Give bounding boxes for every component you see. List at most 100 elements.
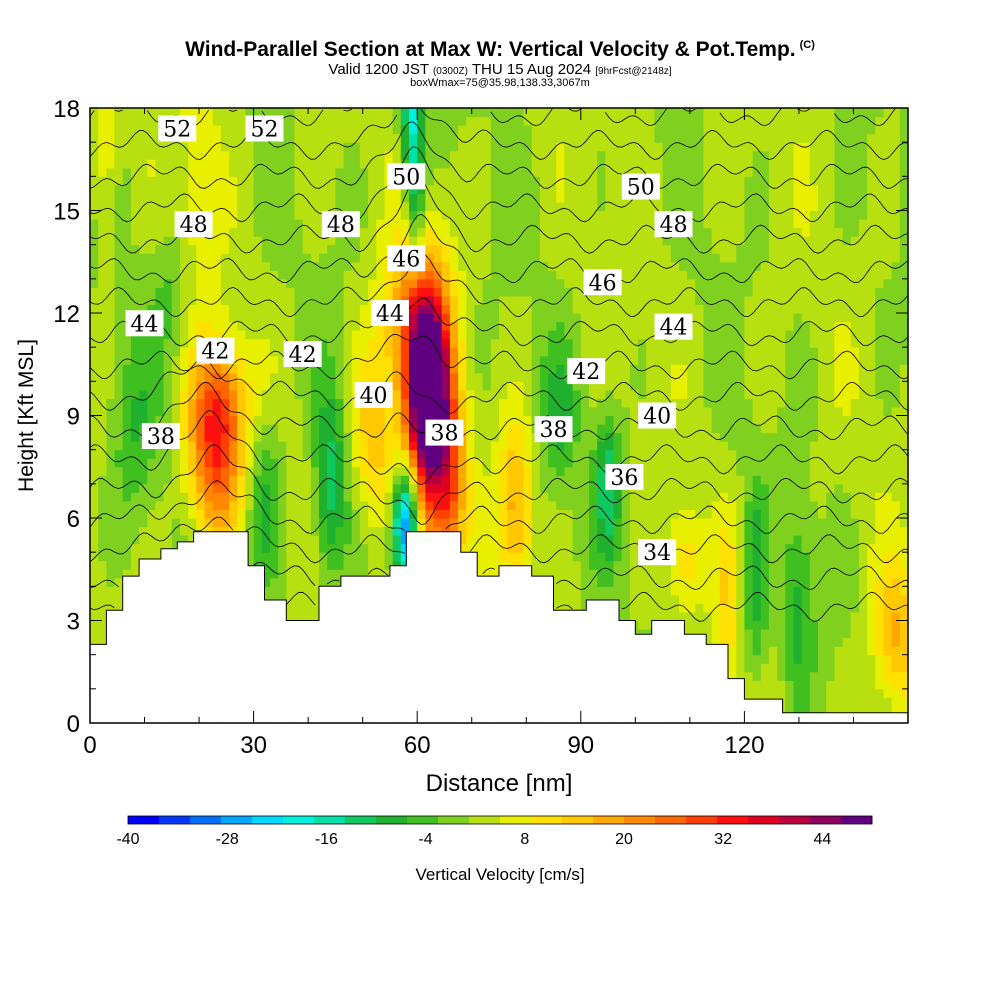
velocity-cell — [589, 116, 598, 126]
velocity-cell — [376, 458, 386, 468]
velocity-cell — [499, 483, 508, 493]
velocity-cell — [605, 253, 615, 263]
velocity-cell — [580, 253, 590, 263]
velocity-cell — [90, 330, 99, 340]
velocity-cell — [482, 261, 492, 271]
velocity-cell — [180, 176, 189, 186]
velocity-cell — [400, 407, 410, 417]
velocity-cell — [458, 407, 467, 417]
velocity-cell — [245, 167, 255, 177]
velocity-cell — [613, 526, 623, 536]
velocity-cell — [163, 287, 173, 297]
velocity-cell — [499, 116, 508, 126]
velocity-cell — [515, 355, 525, 365]
velocity-cell — [441, 150, 451, 160]
velocity-cell — [507, 560, 516, 570]
velocity-cell — [237, 415, 246, 425]
velocity-cell — [319, 560, 328, 570]
velocity-cell — [122, 432, 132, 442]
velocity-cell — [302, 321, 312, 331]
velocity-cell — [597, 347, 606, 357]
velocity-cell — [98, 108, 107, 118]
velocity-cell — [114, 458, 124, 468]
velocity-cell — [499, 407, 508, 417]
velocity-cell — [392, 509, 402, 519]
velocity-cell — [237, 270, 246, 280]
velocity-cell — [188, 304, 197, 314]
velocity-cell — [417, 458, 426, 468]
velocity-cell — [253, 364, 263, 374]
velocity-cell — [605, 518, 615, 528]
velocity-cell — [523, 202, 533, 212]
velocity-cell — [237, 313, 246, 323]
velocity-cell — [589, 466, 598, 476]
velocity-cell — [376, 475, 386, 485]
velocity-cell — [286, 167, 296, 177]
velocity-cell — [441, 475, 451, 485]
velocity-cell — [646, 125, 655, 135]
velocity-cell — [359, 142, 369, 152]
velocity-cell — [98, 364, 107, 374]
velocity-cell — [278, 184, 287, 194]
velocity-cell — [597, 518, 606, 528]
velocity-cell — [515, 313, 525, 323]
velocity-cell — [629, 236, 639, 246]
velocity-cell — [531, 475, 541, 485]
velocity-cell — [294, 586, 304, 596]
velocity-cell — [638, 270, 647, 280]
velocity-cell — [335, 176, 345, 186]
velocity-cell — [130, 176, 140, 186]
velocity-cell — [106, 500, 116, 510]
velocity-cell — [302, 219, 312, 229]
velocity-cell — [482, 458, 492, 468]
velocity-cell — [229, 150, 238, 160]
velocity-cell — [605, 236, 615, 246]
velocity-cell — [196, 441, 206, 451]
velocity-cell — [163, 219, 173, 229]
velocity-cell — [229, 364, 238, 374]
velocity-cell — [220, 330, 230, 340]
velocity-cell — [286, 150, 296, 160]
velocity-cell — [515, 500, 525, 510]
velocity-cell — [294, 313, 304, 323]
velocity-cell — [204, 133, 214, 143]
velocity-cell — [359, 560, 369, 570]
velocity-cell — [270, 219, 279, 229]
velocity-cell — [384, 125, 394, 135]
velocity-cell — [147, 509, 157, 519]
velocity-cell — [343, 295, 353, 305]
velocity-cell — [392, 441, 402, 451]
velocity-cell — [589, 253, 598, 263]
velocity-cell — [351, 270, 361, 280]
velocity-cell — [270, 167, 279, 177]
velocity-cell — [499, 270, 508, 280]
velocity-cell — [466, 407, 476, 417]
velocity-cell — [605, 261, 615, 271]
velocity-cell — [212, 424, 222, 434]
velocity-cell — [310, 150, 320, 160]
velocity-cell — [507, 424, 516, 434]
velocity-cell — [335, 364, 345, 374]
velocity-cell — [400, 458, 410, 468]
velocity-cell — [122, 543, 132, 553]
velocity-cell — [302, 108, 312, 118]
velocity-cell — [147, 167, 157, 177]
velocity-cell — [433, 449, 443, 459]
velocity-cell — [458, 321, 467, 331]
velocity-cell — [400, 492, 410, 502]
velocity-cell — [490, 552, 500, 562]
velocity-cell — [98, 321, 107, 331]
velocity-cell — [90, 449, 99, 459]
velocity-cell — [523, 526, 533, 536]
velocity-cell — [515, 424, 525, 434]
velocity-cell — [433, 330, 443, 340]
velocity-cell — [278, 108, 287, 118]
velocity-cell — [646, 441, 655, 451]
velocity-cell — [237, 347, 246, 357]
velocity-cell — [310, 321, 320, 331]
velocity-cell — [597, 415, 606, 425]
velocity-cell — [507, 295, 516, 305]
velocity-cell — [417, 355, 426, 365]
velocity-cell — [646, 236, 655, 246]
velocity-cell — [638, 577, 647, 587]
